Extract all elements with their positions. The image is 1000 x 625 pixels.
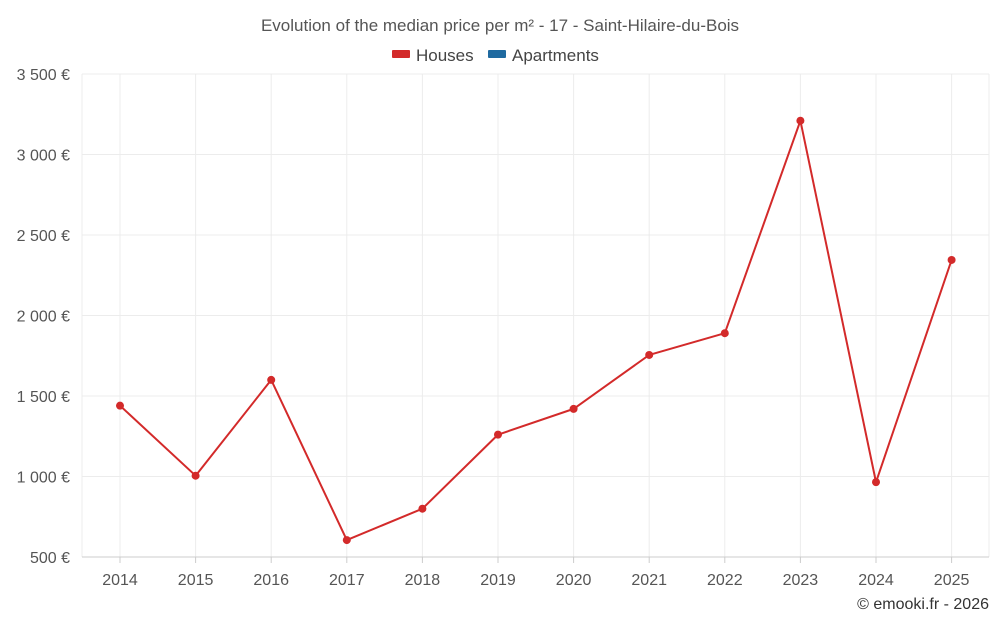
y-tick-label: 3 500 € xyxy=(17,67,70,84)
x-tick-label: 2023 xyxy=(783,572,819,589)
data-point[interactable] xyxy=(947,255,956,264)
legend-label-apartments: Apartments xyxy=(512,46,599,65)
legend-item-houses[interactable]: Houses xyxy=(392,46,474,65)
y-tick-label: 2 000 € xyxy=(17,309,70,326)
data-point[interactable] xyxy=(418,504,427,513)
data-point[interactable] xyxy=(191,471,200,480)
y-tick-label: 3 000 € xyxy=(17,148,70,165)
data-point[interactable] xyxy=(116,401,124,410)
data-point[interactable] xyxy=(494,430,502,439)
x-tick-label: 2021 xyxy=(631,572,667,589)
x-tick-label: 2017 xyxy=(329,572,365,589)
data-point[interactable] xyxy=(872,478,880,487)
data-point[interactable] xyxy=(267,375,276,384)
legend-swatch-houses xyxy=(392,50,410,58)
data-point[interactable] xyxy=(645,350,654,359)
data-point[interactable] xyxy=(569,404,578,413)
credit-text: © emooki.fr - 2026 xyxy=(857,596,989,613)
y-tick-label: 500 € xyxy=(30,550,70,567)
legend-item-apartments[interactable]: Apartments xyxy=(488,46,599,65)
x-tick-label: 2020 xyxy=(556,572,592,589)
series-houses xyxy=(116,116,956,545)
y-tick-label: 1 000 € xyxy=(17,470,70,487)
x-tick-label: 2019 xyxy=(480,572,516,589)
x-tick-label: 2018 xyxy=(405,572,441,589)
x-tick-label: 2014 xyxy=(102,572,138,589)
y-tick-label: 1 500 € xyxy=(17,389,70,406)
x-tick-label: 2022 xyxy=(707,572,743,589)
y-tick-label: 2 500 € xyxy=(17,228,70,245)
grid xyxy=(81,73,990,563)
data-point[interactable] xyxy=(720,329,729,338)
chart-title: Evolution of the median price per m² - 1… xyxy=(261,16,739,35)
legend: Houses Apartments xyxy=(392,46,599,65)
y-axis-labels: 500 € 1 000 € 1 500 € 2 000 € 2 500 € 3 000 €… xyxy=(17,67,70,567)
x-tick-label: 2025 xyxy=(934,572,970,589)
x-axis-labels: 2014 2015 2016 2017 2018 2019 2020 2021 2022 2023… xyxy=(102,572,969,589)
data-point[interactable] xyxy=(796,116,805,125)
legend-swatch-apartments xyxy=(488,50,506,58)
x-tick-label: 2015 xyxy=(178,572,214,589)
x-tick-label: 2016 xyxy=(253,572,289,589)
series-line-houses xyxy=(119,119,953,542)
legend-label-houses: Houses xyxy=(416,46,474,65)
x-tick-label: 2024 xyxy=(858,572,894,589)
data-point[interactable] xyxy=(342,536,351,545)
